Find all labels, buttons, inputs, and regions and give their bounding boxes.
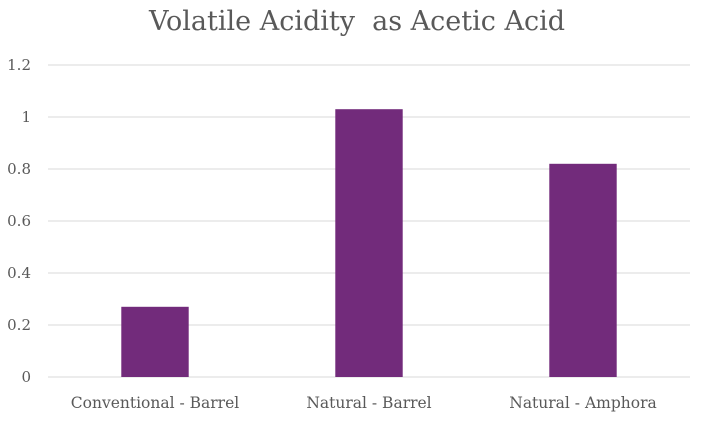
- bar: [549, 163, 617, 377]
- y-tick-label: 0.2: [7, 316, 31, 334]
- bars: [121, 109, 617, 377]
- x-category-label: Natural - Amphora: [509, 394, 657, 412]
- x-category-label: Natural - Barrel: [306, 394, 431, 412]
- x-axis-categories: Conventional - Barrel Natural - Barrel Nat…: [71, 394, 657, 412]
- y-axis-ticks: 0 0.2 0.4 0.6 0.8 1 1.2: [7, 56, 31, 386]
- y-tick-label: 0: [21, 368, 31, 386]
- bar: [335, 109, 403, 377]
- y-tick-label: 1: [21, 108, 31, 126]
- y-tick-label: 1.2: [7, 56, 31, 74]
- x-category-label: Conventional - Barrel: [71, 394, 239, 412]
- bar: [121, 306, 189, 377]
- y-tick-label: 0.8: [7, 160, 31, 178]
- y-tick-label: 0.6: [7, 212, 31, 230]
- chart-title: Volatile Acidity as Acetic Acid: [149, 6, 565, 37]
- y-tick-label: 0.4: [7, 264, 31, 282]
